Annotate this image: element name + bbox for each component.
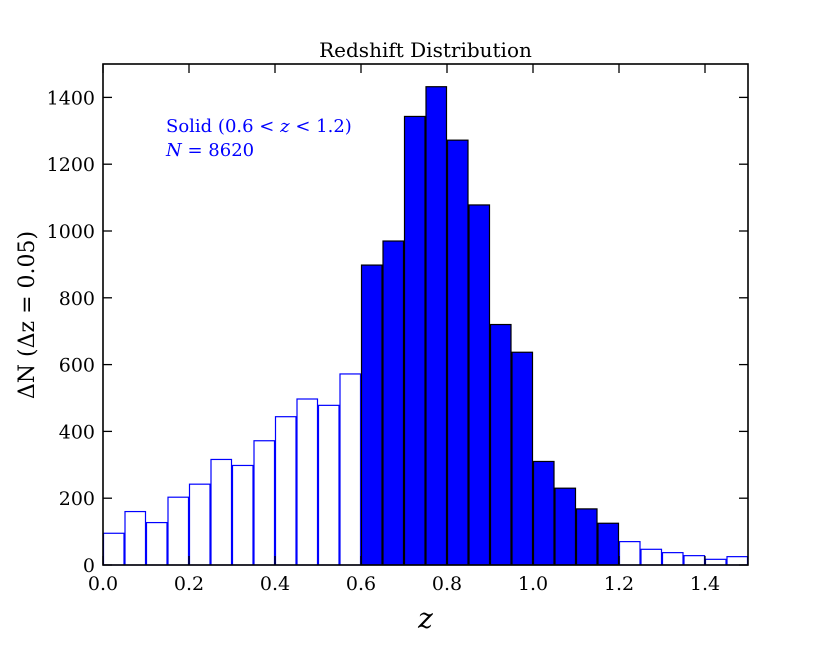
- y-tick-label-2: 400: [59, 421, 95, 443]
- bar-open-5: [210, 458, 233, 566]
- bar-solid-18: [489, 323, 512, 566]
- annotation-range-suffix: < 1.2): [295, 116, 351, 137]
- x-tick-label-7: 1.4: [690, 573, 720, 595]
- chart-title: Redshift Distribution: [319, 38, 532, 62]
- annotation-count: N = 8620: [165, 140, 254, 161]
- bar-solid-12: [360, 264, 383, 566]
- x-axis-label: z: [417, 602, 433, 635]
- bar-open-4: [188, 483, 211, 566]
- bar-open-11: [339, 373, 362, 566]
- x-tick-label-6: 1.2: [604, 573, 634, 595]
- annotation-range-var: z: [279, 116, 290, 137]
- bar-open-0: [102, 532, 125, 566]
- plot-frame: [102, 63, 749, 566]
- bar-solid-16: [446, 139, 469, 566]
- x-tick-label-4: 0.8: [432, 573, 462, 595]
- bar-open-7: [253, 440, 276, 566]
- annotation-range-prefix: Solid (0.6 <: [166, 116, 274, 137]
- bar-solid-21: [554, 487, 577, 566]
- bar-open-8: [274, 416, 297, 566]
- bar-solid-22: [575, 508, 598, 566]
- x-tick-label-2: 0.4: [260, 573, 290, 595]
- bar-open-10: [317, 404, 340, 566]
- y-tick-label-6: 1200: [47, 154, 95, 176]
- bar-open-27: [683, 555, 706, 566]
- bar-open-29: [726, 556, 749, 566]
- bar-solid-13: [382, 240, 405, 566]
- bar-open-26: [661, 552, 684, 566]
- annotation-count-value: = 8620: [187, 140, 254, 161]
- y-tick-label-7: 1400: [47, 87, 95, 109]
- bar-open-3: [167, 496, 190, 566]
- y-axis-ticks: 0 200 400 600 800 1000 1200 1400: [47, 87, 748, 577]
- bar-solid-15: [425, 86, 448, 566]
- bar-solid-17: [468, 204, 491, 566]
- bar-open-1: [124, 510, 147, 566]
- y-tick-label-0: 0: [83, 555, 95, 577]
- bar-open-6: [231, 464, 254, 566]
- x-tick-label-5: 1.0: [518, 573, 548, 595]
- bar-open-9: [296, 398, 319, 566]
- annotation-selection-range: Solid (0.6 < z < 1.2): [166, 116, 352, 137]
- bar-solid-14: [403, 115, 426, 566]
- bar-solid-19: [511, 351, 534, 566]
- bar-solid-20: [532, 460, 555, 566]
- y-tick-label-1: 200: [59, 488, 95, 510]
- annotation-count-var: N: [165, 140, 183, 161]
- x-axis-ticks: 0.0 0.2 0.4 0.6 0.8 1.0 1.2 1.4: [88, 64, 720, 595]
- bar-solid-23: [597, 522, 620, 566]
- x-tick-label-0: 0.0: [88, 573, 118, 595]
- y-axis-label: ΔN (Δz = 0.05): [15, 231, 40, 399]
- y-tick-label-5: 1000: [47, 221, 95, 243]
- x-tick-label-1: 0.2: [174, 573, 204, 595]
- y-tick-label-3: 600: [59, 355, 95, 377]
- x-tick-label-3: 0.6: [346, 573, 376, 595]
- bar-open-2: [145, 521, 168, 566]
- bar-open-24: [618, 541, 641, 566]
- bar-open-28: [704, 558, 727, 566]
- y-tick-label-4: 800: [59, 288, 95, 310]
- bar-open-25: [640, 548, 663, 566]
